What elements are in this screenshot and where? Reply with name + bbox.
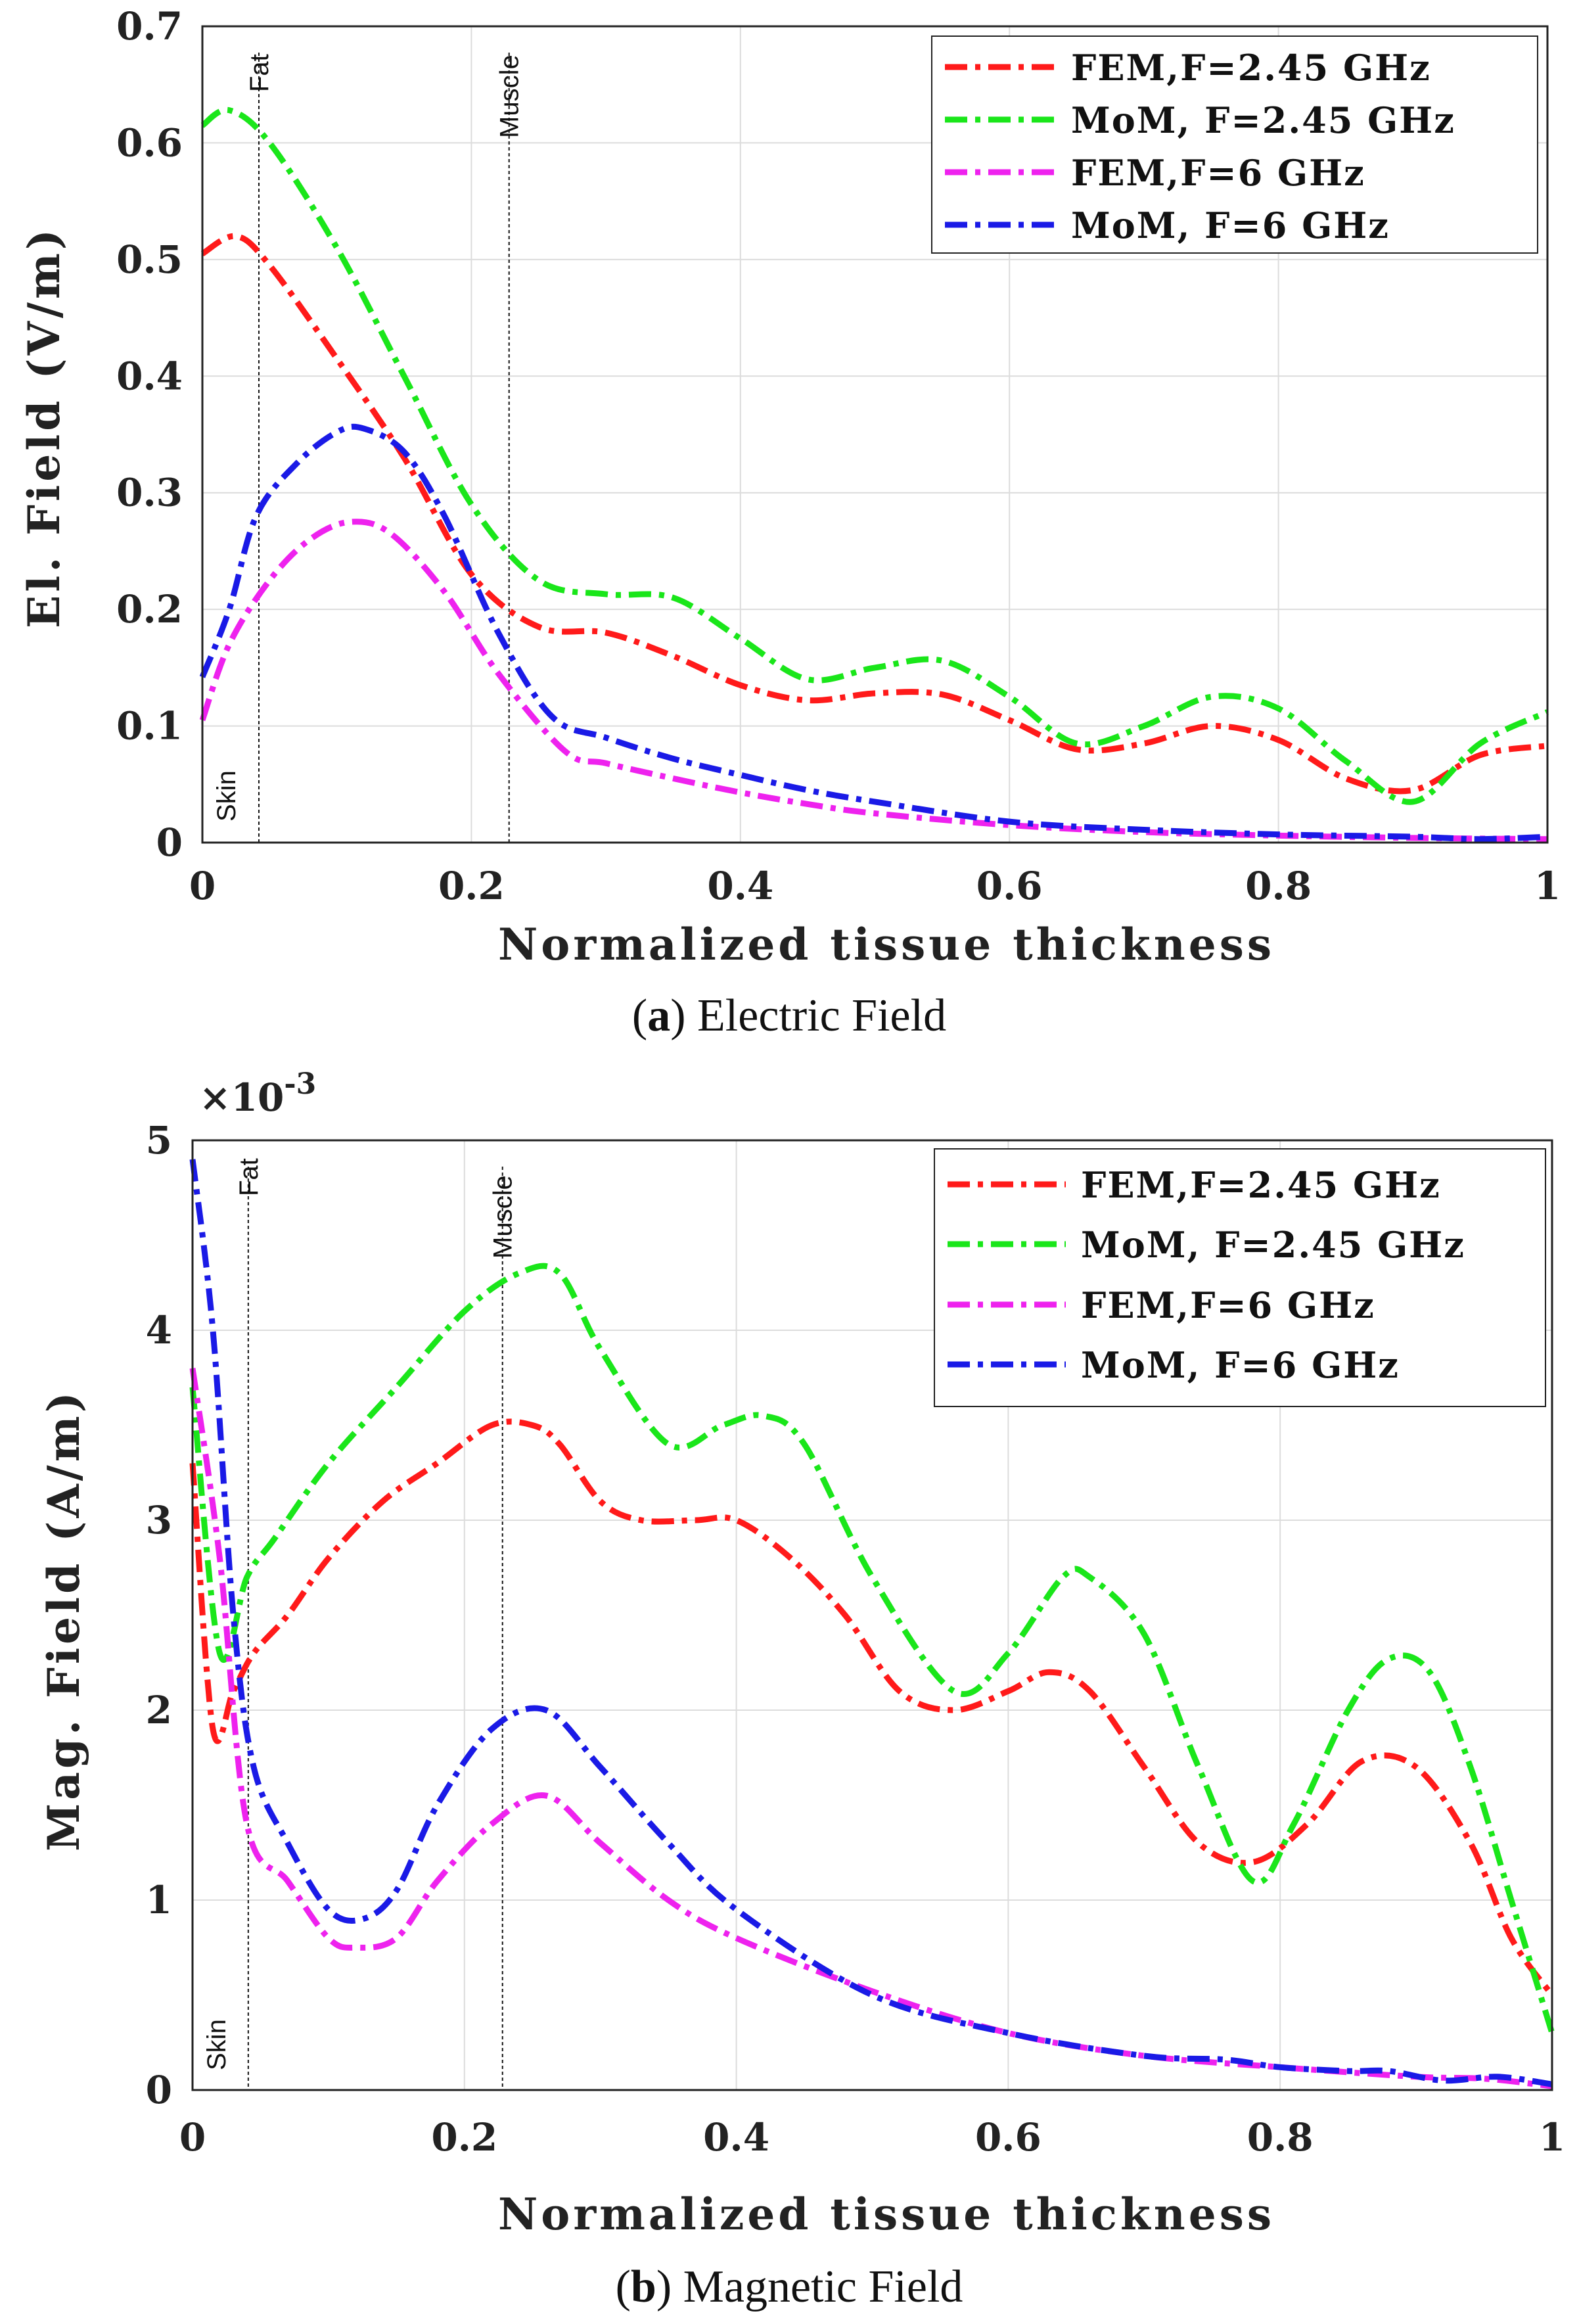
chart-b-y-tick-label: 3 (146, 1498, 172, 1543)
chart-a-axes-box (201, 25, 1549, 844)
chart-a-x-tick-labels: 0 0.2 0.4 0.6 0.8 1 (189, 864, 1561, 908)
chart-a-y-tick-labels: 0 0.1 0.2 0.3 0.4 0.5 0.6 0.7 (116, 4, 183, 865)
chart-a-caption-text: Electric Field (697, 990, 946, 1041)
chart-a-series (199, 106, 1549, 843)
chart-b-legend-label-mom-245: MoM, F=2.45 GHz (1081, 1224, 1465, 1266)
chart-a-skin-label: Skin (212, 770, 241, 822)
chart-b-y-tick-label: 5 (146, 1118, 172, 1163)
chart-a-y-axis-label: El. Field (V/m) (18, 226, 70, 628)
chart-a-legend-label-mom-245: MoM, F=2.45 GHz (1071, 99, 1455, 141)
chart-b-series (189, 1159, 1555, 2089)
chart-a-x-tick-label: 0.8 (1245, 864, 1312, 908)
chart-a-y-tick-label: 0.6 (116, 120, 183, 165)
chart-b-series-fem-f-6-ghz (189, 1368, 1553, 2089)
chart-a-x-tick-label: 1 (1534, 864, 1561, 908)
chart-b-x-tick-label: 0 (179, 2115, 206, 2160)
chart-a-y-tick-label: 0.7 (116, 4, 183, 49)
chart-a-legend-label-fem-245: FEM,F=2.45 GHz (1071, 47, 1431, 89)
chart-b-x-tick-label: 0.2 (431, 2115, 497, 2160)
chart-a-tissue-boundaries (258, 53, 510, 843)
chart-a-legend: FEM,F=2.45 GHz MoM, F=2.45 GHz FEM,F=6 G… (931, 35, 1538, 254)
chart-a-muscle-label: Muscle (495, 55, 524, 138)
chart-a-y-tick-label: 0.2 (116, 587, 183, 632)
chart-a-caption: (a) Electric Field (632, 990, 946, 1041)
chart-b-x-axis-label: Normalized tissue thickness (498, 2189, 1275, 2240)
chart-a-legend-box (931, 35, 1538, 254)
chart-a-x-tick-label: 0.6 (976, 864, 1043, 908)
chart-b-x-tick-label: 0.6 (975, 2115, 1041, 2160)
chart-b-y-tick-label: 1 (146, 1878, 172, 1922)
chart-b-scale-factor-exponent: -3 (284, 1067, 316, 1101)
chart-b-legend-label-mom-6: MoM, F=6 GHz (1081, 1344, 1400, 1386)
chart-a-caption-letter: a (647, 990, 670, 1041)
chart-a-legend-label-fem-6: FEM,F=6 GHz (1071, 152, 1365, 194)
chart-b-caption-letter: b (631, 2262, 656, 2312)
chart-b-fat-label: Fat (235, 1158, 263, 1196)
chart-b-muscle-label: Muscle (489, 1175, 518, 1259)
chart-b-x-tick-label: 0.4 (703, 2115, 769, 2160)
chart-b-skin-label: Skin (202, 2019, 231, 2070)
chart-a-series-fem-f-6-ghz (199, 519, 1548, 843)
chart-b-y-tick-label: 4 (146, 1308, 172, 1353)
chart-a-x-tick-label: 0.4 (707, 864, 773, 908)
chart-b-y-tick-label: 2 (146, 1688, 172, 1732)
chart-a-y-tick-label: 0.1 (116, 704, 183, 749)
chart-b-series-mom-f-2-45-ghz (189, 1263, 1555, 2034)
chart-a-series-mom-f-2-45-ghz (200, 106, 1549, 805)
chart-b-tissue-boundaries (247, 1167, 503, 2090)
chart-a-series-mom-f-6-ghz (199, 423, 1548, 843)
chart-a-series-fem-f-2-45-ghz (200, 233, 1548, 795)
chart-a-y-tick-label: 0.4 (116, 354, 183, 398)
chart-a-fat-label: Fat (245, 54, 274, 92)
chart-b-legend-label-fem-6: FEM,F=6 GHz (1081, 1284, 1375, 1326)
chart-b-y-tick-labels: 0 1 2 3 4 5 (146, 1118, 172, 2112)
chart-b-x-tick-label: 1 (1539, 2115, 1565, 2160)
chart-b-series-fem-f-2-45-ghz (189, 1418, 1555, 1997)
chart-a-legend-label-mom-6: MoM, F=6 GHz (1071, 204, 1390, 246)
chart-b-x-tick-labels: 0 0.2 0.4 0.6 0.8 1 (179, 2115, 1565, 2160)
chart-b: 0 0.2 0.4 0.6 0.8 1 0 1 2 3 4 5 ×10-3 Skin Fat Mus… (38, 1067, 1565, 2312)
chart-a-y-tick-label: 0.3 (116, 471, 183, 515)
chart-b-series-mom-f-6-ghz (189, 1159, 1553, 2087)
chart-b-x-tick-label: 0.8 (1247, 2115, 1314, 2160)
chart-b-legend-label-fem-245: FEM,F=2.45 GHz (1081, 1164, 1441, 1206)
chart-b-axes-box (191, 1139, 1553, 2091)
chart-b-scale-factor: ×10-3 (199, 1067, 316, 1120)
chart-b-caption-text: Magnetic Field (683, 2262, 963, 2312)
chart-b-scale-factor-base: ×10 (199, 1075, 284, 1120)
chart-a-y-tick-label: 0 (156, 820, 183, 865)
chart-a: 0 0.2 0.4 0.6 0.8 1 0 0.1 0.2 0.3 0.4 0.5 0.6 0.7 Sk… (18, 4, 1561, 1041)
chart-a-x-tick-label: 0.2 (438, 864, 505, 908)
chart-a-x-axis-label: Normalized tissue thickness (498, 919, 1275, 970)
chart-b-caption: (b) Magnetic Field (616, 2262, 963, 2312)
chart-b-y-tick-label: 0 (146, 2068, 172, 2112)
chart-a-x-tick-label: 0 (189, 864, 216, 908)
chart-a-y-tick-label: 0.5 (116, 237, 183, 282)
chart-b-legend: FEM,F=2.45 GHz MoM, F=2.45 GHz FEM,F=6 G… (934, 1148, 1546, 1407)
chart-b-y-axis-label: Mag. Field (A/m) (38, 1389, 89, 1851)
